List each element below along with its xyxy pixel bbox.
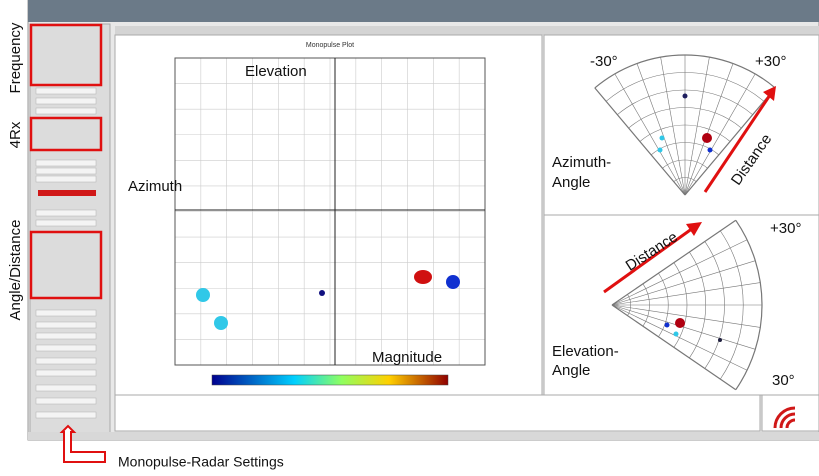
target	[718, 338, 722, 342]
red-button[interactable]	[38, 190, 96, 196]
panel-label: Angle	[552, 362, 590, 379]
target	[319, 290, 325, 296]
control-field	[36, 168, 96, 174]
target	[658, 148, 663, 153]
control-field	[36, 310, 96, 316]
frequency-label: Frequency	[7, 22, 24, 93]
angle-label: +30°	[770, 220, 801, 237]
elevation-label: Elevation	[245, 63, 307, 80]
target	[708, 148, 713, 153]
control-field	[36, 88, 96, 94]
azimuth-label: Azimuth	[128, 178, 182, 195]
control-field	[36, 358, 96, 364]
status-bar	[28, 432, 819, 440]
log-panel	[115, 395, 760, 431]
target	[674, 332, 679, 337]
target	[683, 94, 688, 99]
target	[702, 133, 712, 143]
control-field	[36, 398, 96, 404]
rx-label: 4Rx	[7, 121, 24, 148]
control-field	[36, 370, 96, 376]
control-field	[36, 176, 96, 182]
plot-panel	[115, 35, 542, 395]
control-field	[36, 108, 96, 114]
settings-label: Monopulse-Radar Settings	[118, 454, 284, 470]
panel-label: Elevation-	[552, 343, 619, 360]
target	[196, 288, 210, 302]
target	[675, 318, 685, 328]
plot-title: Monopulse Plot	[306, 42, 354, 49]
control-field	[36, 210, 96, 216]
control-field	[36, 98, 96, 104]
panel-label: Azimuth-	[552, 154, 611, 171]
angle-label: -30°	[590, 53, 618, 70]
control-field	[36, 412, 96, 418]
control-field	[36, 220, 96, 226]
control-field	[36, 333, 96, 339]
target	[446, 275, 460, 289]
target	[660, 136, 665, 141]
target	[414, 270, 432, 284]
title-bar	[28, 0, 819, 22]
control-field	[36, 160, 96, 166]
angle-label: +30°	[755, 53, 786, 70]
control-field	[36, 322, 96, 328]
magnitude-label: Magnitude	[372, 349, 442, 366]
screenshot: Frequency 4Rx Angle/Distance Monopulse P…	[0, 0, 819, 471]
target	[214, 316, 228, 330]
colorbar	[212, 375, 448, 385]
tab-strip	[115, 26, 819, 35]
logo-box	[762, 395, 819, 431]
panel-label: Angle	[552, 174, 590, 191]
angle-distance-label: Angle/Distance	[7, 220, 24, 321]
control-field	[36, 345, 96, 351]
control-field	[36, 385, 96, 391]
angle-label: 30°	[772, 372, 795, 389]
target	[665, 323, 670, 328]
